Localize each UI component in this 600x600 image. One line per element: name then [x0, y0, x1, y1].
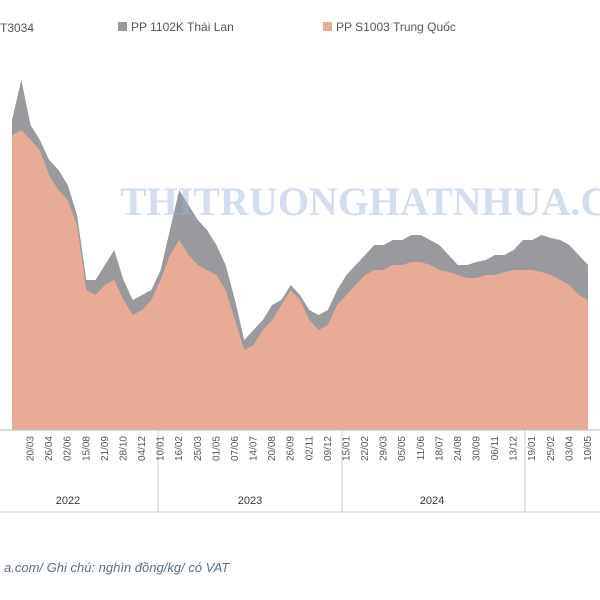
area [12, 130, 588, 430]
x-tick-label: 07/06 [230, 436, 241, 461]
x-tick-label: 13/12 [509, 436, 520, 461]
x-tick-label: 26/09 [286, 436, 297, 461]
x-tick-label: 20/03 [26, 436, 37, 461]
x-tick-label: 26/04 [44, 436, 55, 461]
legend-partial: T3034 [0, 21, 34, 35]
x-tick-label: 03/04 [564, 436, 575, 461]
x-tick-label: 10/05 [583, 436, 594, 461]
x-tick-label: 02/06 [63, 436, 74, 461]
legend-swatch [323, 22, 332, 31]
x-tick-label: 30/09 [472, 436, 483, 461]
x-tick-label: 11/06 [416, 436, 427, 461]
legend-label: PP 1102K Thái Lan [131, 20, 234, 34]
x-tick-label: 10/01 [156, 436, 167, 461]
x-tick-label: 14/07 [249, 436, 260, 461]
x-tick-label: 06/11 [490, 436, 501, 461]
x-tick-label: 02/11 [304, 436, 315, 461]
x-tick-label: 15/08 [81, 436, 92, 461]
x-tick-label: 21/09 [100, 436, 111, 461]
x-tick-label: 28/10 [118, 436, 129, 461]
x-tick-label: 15/01 [341, 436, 352, 461]
legend-swatch [118, 22, 127, 31]
footnote: a.com/ Ghi chú: nghìn đồng/kg/ có VAT [4, 560, 230, 575]
x-tick-label: 18/07 [434, 436, 445, 461]
x-tick-label: 16/02 [174, 436, 185, 461]
x-tick-label: 05/05 [397, 436, 408, 461]
x-tick-label: 04/12 [137, 436, 148, 461]
x-tick-label: 25/03 [193, 436, 204, 461]
x-tick-label: 01/05 [211, 436, 222, 461]
x-tick-label: 22/02 [360, 436, 371, 461]
legend-label: PP S1003 Trung Quốc [336, 20, 456, 34]
x-tick-label: 29/03 [379, 436, 390, 461]
x-tick-label: 09/12 [323, 436, 334, 461]
year-label: 2023 [238, 495, 262, 507]
year-label: 2022 [56, 495, 80, 507]
x-tick-label: 20/08 [267, 436, 278, 461]
x-tick-label: 19/01 [527, 436, 538, 461]
x-tick-label: 24/08 [453, 436, 464, 461]
x-tick-label: 25/02 [546, 436, 557, 461]
watermark: THITRUONGHATNHUA.COM [120, 179, 600, 224]
year-label: 2024 [420, 495, 444, 507]
